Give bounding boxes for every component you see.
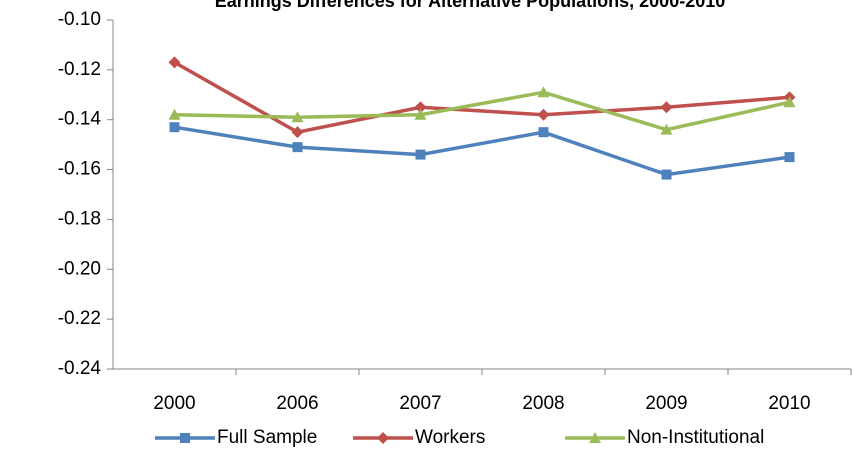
data-point	[660, 101, 673, 114]
series-line	[174, 90, 790, 132]
data-point	[414, 101, 427, 114]
legend-marker	[180, 433, 190, 443]
data-point	[538, 127, 549, 138]
data-point	[415, 149, 426, 160]
x-tick-label: 2000	[153, 393, 195, 414]
series-line	[173, 60, 790, 135]
legend-label: Non-Institutional	[627, 427, 764, 448]
data-point	[783, 96, 796, 108]
legend-label: Full Sample	[217, 427, 317, 448]
data-point	[660, 123, 673, 135]
y-tick-label: -0.12	[58, 59, 101, 80]
data-point	[291, 111, 304, 123]
y-tick-label: -0.10	[58, 9, 101, 30]
chart-title: Earnings Differences for Alternative Pop…	[215, 0, 726, 11]
y-tick-label: -0.24	[58, 358, 102, 379]
data-point	[537, 108, 550, 121]
data-point	[168, 56, 181, 69]
data-point	[537, 86, 550, 98]
y-tick-label: -0.16	[58, 159, 101, 180]
x-tick-label: 2010	[768, 393, 810, 414]
legend-label: Workers	[415, 427, 485, 448]
x-tick-label: 2007	[399, 393, 441, 414]
data-point	[661, 169, 672, 180]
data-point	[168, 108, 181, 120]
data-point	[291, 126, 304, 139]
y-tick-label: -0.20	[58, 258, 101, 279]
y-tick-label: -0.22	[58, 308, 101, 329]
data-point	[292, 142, 303, 153]
data-point	[784, 152, 795, 163]
x-tick-label: 2008	[522, 393, 564, 414]
legend-marker	[589, 432, 601, 443]
data-point	[169, 122, 180, 133]
x-tick-label: 2009	[645, 393, 687, 414]
x-tick-label: 2006	[276, 393, 318, 414]
series-line	[174, 125, 790, 177]
legend-marker	[377, 432, 389, 444]
data-point	[414, 108, 427, 120]
y-tick-label: -0.14	[58, 109, 102, 130]
y-tick-label: -0.18	[58, 208, 101, 229]
